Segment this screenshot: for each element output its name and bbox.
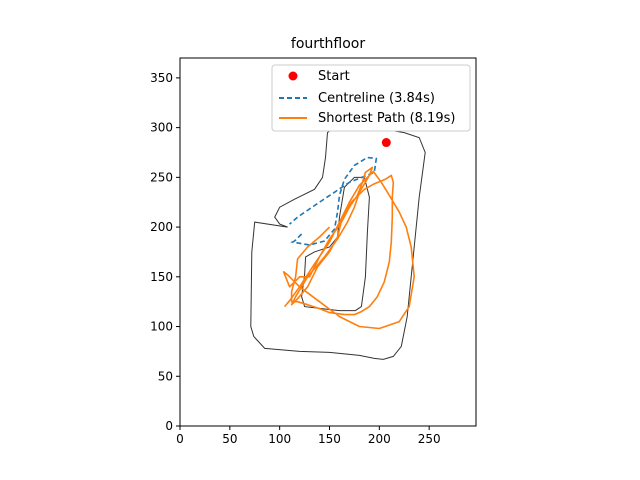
plot-area bbox=[250, 125, 426, 360]
x-tick-label: 0 bbox=[176, 432, 184, 446]
x-tick-label: 50 bbox=[222, 432, 237, 446]
y-tick-label: 250 bbox=[150, 170, 173, 184]
shortest-path-series bbox=[282, 166, 415, 330]
x-tick-label: 150 bbox=[318, 432, 341, 446]
centreline-series bbox=[289, 156, 378, 246]
start-point bbox=[381, 138, 391, 148]
x-tick-label: 200 bbox=[368, 432, 391, 446]
axis-ticks: 0 50 100 150 200 250 0 50 100 150 200 250 300 350 bbox=[150, 71, 441, 446]
y-tick-label: 50 bbox=[158, 369, 173, 383]
y-tick-label: 100 bbox=[150, 320, 173, 334]
y-tick-label: 150 bbox=[150, 270, 173, 284]
legend-shortest-path-label: Shortest Path (8.19s) bbox=[318, 111, 455, 126]
y-tick-label: 200 bbox=[150, 220, 173, 234]
legend: Start Centreline (3.84s) Shortest Path (… bbox=[271, 64, 471, 132]
x-tick-label: 250 bbox=[418, 432, 441, 446]
legend-centreline-label: Centreline (3.84s) bbox=[318, 91, 435, 106]
track-outer-boundary bbox=[250, 125, 426, 360]
legend-start-label: Start bbox=[318, 69, 350, 84]
axes-frame bbox=[179, 57, 477, 427]
chart-title: fourthfloor bbox=[291, 36, 365, 52]
y-tick-label: 0 bbox=[165, 419, 173, 433]
x-tick-label: 100 bbox=[268, 432, 291, 446]
legend-box bbox=[271, 64, 471, 132]
legend-start-marker bbox=[288, 71, 298, 81]
y-tick-label: 300 bbox=[150, 121, 173, 135]
y-tick-label: 350 bbox=[150, 71, 173, 85]
